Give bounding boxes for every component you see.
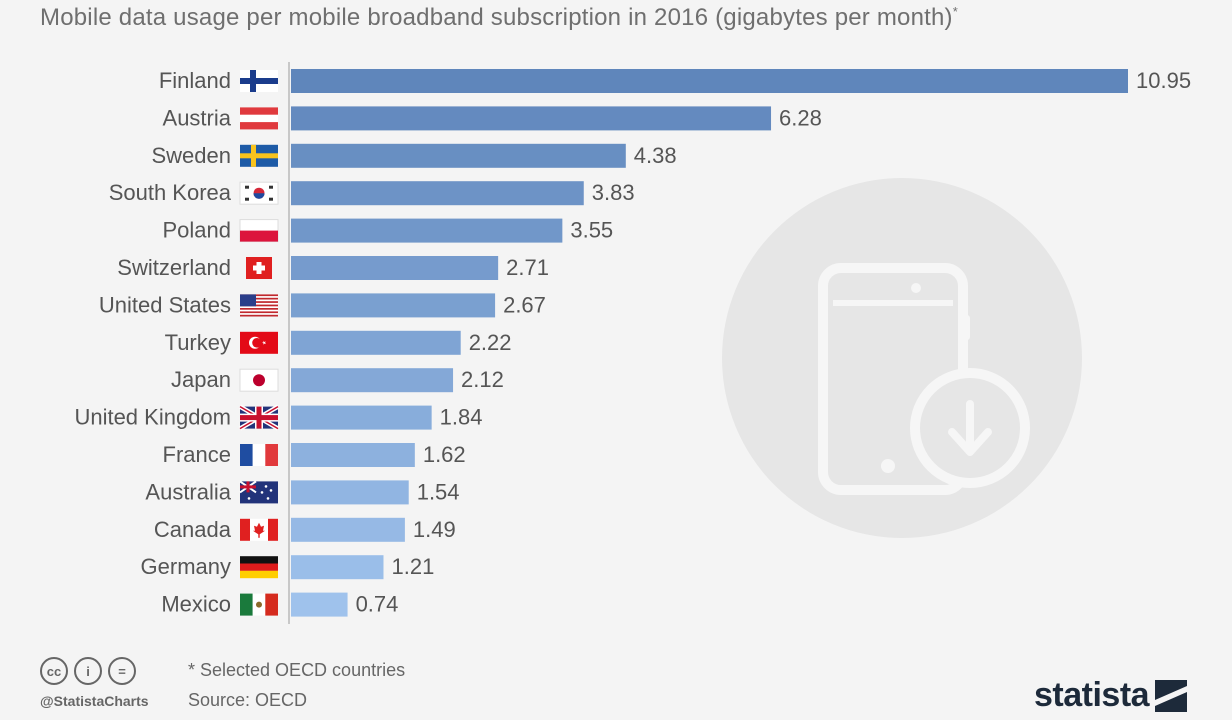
data-label: 3.55 bbox=[570, 218, 613, 243]
data-label: 2.71 bbox=[506, 255, 549, 280]
brand-name: statista bbox=[1034, 676, 1150, 714]
canada-flag-icon bbox=[240, 518, 278, 541]
title-asterisk: * bbox=[952, 4, 959, 19]
bar-austria bbox=[291, 106, 772, 131]
data-label: 1.62 bbox=[423, 442, 466, 467]
data-label: 2.12 bbox=[461, 367, 504, 392]
bar-united-states bbox=[291, 293, 496, 318]
creative-commons-icon: cc bbox=[40, 657, 68, 685]
bar-mexico bbox=[291, 592, 348, 617]
bar-south-korea bbox=[291, 181, 584, 206]
data-label: 0.74 bbox=[356, 592, 399, 617]
switzerland-flag-icon bbox=[246, 257, 272, 279]
austria-flag-icon bbox=[240, 107, 278, 130]
twitter-handle: @StatistaCharts bbox=[40, 693, 149, 709]
category-label: United Kingdom bbox=[74, 405, 231, 430]
sweden-flag-icon bbox=[240, 144, 278, 167]
data-label: 6.28 bbox=[779, 105, 822, 130]
united-states-flag-icon bbox=[240, 294, 278, 317]
data-label: 3.83 bbox=[592, 180, 635, 205]
category-label: Canada bbox=[154, 517, 232, 542]
bar-united-kingdom bbox=[291, 405, 432, 430]
data-label: 1.84 bbox=[440, 405, 483, 430]
data-label: 1.49 bbox=[413, 517, 456, 542]
france-flag-icon bbox=[240, 444, 278, 466]
license-icons: cc i = bbox=[40, 657, 136, 685]
bar-japan bbox=[291, 368, 454, 393]
statista-logo: statista bbox=[1034, 676, 1188, 715]
data-label: 1.54 bbox=[417, 479, 460, 504]
category-label: Turkey bbox=[165, 330, 231, 355]
turkey-flag-icon bbox=[240, 331, 278, 354]
attribution-icon: i bbox=[74, 657, 102, 685]
data-label: 4.38 bbox=[634, 143, 677, 168]
category-label: Finland bbox=[159, 68, 231, 93]
bar-germany bbox=[291, 555, 384, 580]
chart-title: Mobile data usage per mobile broadband s… bbox=[40, 4, 958, 32]
germany-flag-icon bbox=[240, 556, 278, 579]
bar-chart: 10.95 Finland 6.28 Austria 4.38 Sweden 3.83 Sou… bbox=[74, 62, 1191, 624]
data-label: 2.67 bbox=[503, 292, 546, 317]
bar-france bbox=[291, 443, 415, 467]
statista-mark-icon bbox=[1155, 679, 1188, 712]
data-label: 1.21 bbox=[391, 554, 434, 579]
australia-flag-icon bbox=[239, 480, 278, 504]
japan-flag-icon bbox=[239, 368, 279, 392]
footnote: * Selected OECD countries bbox=[188, 660, 406, 680]
no-derivatives-icon: = bbox=[108, 657, 136, 685]
source-note: Source: OECD bbox=[188, 690, 308, 710]
bar-sweden bbox=[291, 143, 626, 168]
category-label: Germany bbox=[141, 554, 231, 579]
category-label: Sweden bbox=[151, 143, 231, 168]
bar-switzerland bbox=[291, 256, 499, 280]
poland-flag-icon bbox=[239, 219, 279, 243]
bar-australia bbox=[291, 480, 409, 505]
category-label: France bbox=[163, 442, 231, 467]
category-label: Australia bbox=[145, 479, 231, 504]
category-label: Mexico bbox=[161, 592, 231, 617]
bar-poland bbox=[291, 218, 563, 243]
mexico-flag-icon bbox=[240, 593, 278, 616]
category-label: South Korea bbox=[109, 180, 232, 205]
bar-canada bbox=[291, 517, 405, 542]
category-label: Japan bbox=[171, 367, 231, 392]
smartphone-download-icon bbox=[722, 178, 1082, 538]
chart-title-text: Mobile data usage per mobile broadband s… bbox=[40, 4, 953, 31]
category-label: Poland bbox=[162, 218, 231, 243]
category-label: Switzerland bbox=[117, 255, 231, 280]
bar-turkey bbox=[291, 330, 461, 355]
bar-finland bbox=[291, 69, 1128, 93]
category-label: Austria bbox=[163, 105, 232, 130]
south-korea-flag-icon bbox=[239, 181, 279, 205]
united-kingdom-flag-icon bbox=[238, 404, 280, 431]
finland-flag-icon bbox=[240, 70, 278, 92]
data-label: 2.22 bbox=[469, 330, 512, 355]
data-label: 10.95 bbox=[1136, 68, 1191, 93]
category-label: United States bbox=[99, 292, 231, 317]
